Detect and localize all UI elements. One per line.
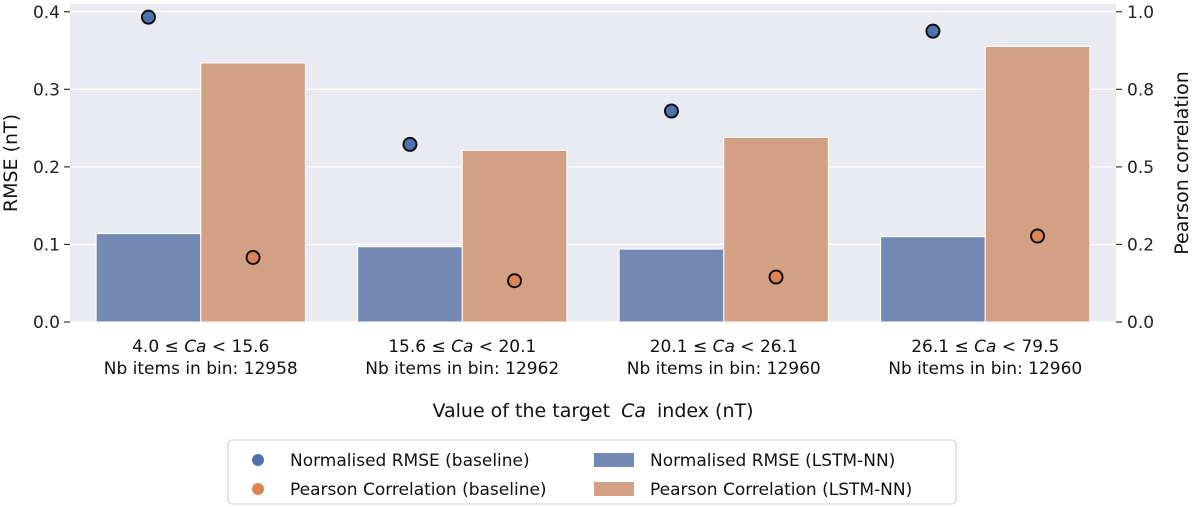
bar-rmse-lstm [357,246,463,323]
point-rmse-baseline [402,136,418,152]
bar-pearson-lstm [723,136,829,323]
point-pearson-baseline [507,273,523,289]
legend-dot-marker [252,454,264,466]
category-range-label: 15.6 ≤ Ca < 20.1 [388,337,536,357]
x-axis-title-symbol: Ca [621,400,646,422]
x-axis-title-suffix: index (nT) [657,400,754,422]
point-rmse-baseline [925,23,941,39]
bar-rmse-lstm [880,236,986,323]
bar-rmse-lstm [95,233,202,323]
left-tick-label: 0.4 [33,3,60,23]
x-axis-title-prefix: Value of the target [432,400,610,422]
bar-pearson-lstm [200,62,306,323]
left-tick-label: 0.2 [33,158,60,178]
x-axis-title: Value of the target Ca index (nT) [432,400,753,422]
right-tick-label: 0.0 [1127,313,1154,333]
right-tick-label: 1.0 [1127,3,1154,23]
category-labels: 4.0 ≤ Ca < 15.6Nb items in bin: 12958 15.… [104,337,1082,379]
point-rmse-baseline [140,9,156,25]
category-count-label: Nb items in bin: 12960 [627,359,821,379]
category-range-label: 26.1 ≤ Ca < 79.5 [911,337,1059,357]
left-tick-label: 0.1 [33,235,60,255]
point-pearson-baseline [1030,228,1046,244]
legend-label: Pearson Correlation (LSTM-NN) [650,480,912,500]
legend-bar-swatch [594,482,634,496]
legend-dot-marker [252,483,264,495]
y-axis-left-title: RMSE (nT) [0,114,22,212]
left-tick-label: 0.0 [33,313,60,333]
legend: Normalised RMSE (baseline) Normalised RMS… [227,439,957,505]
bar-pearson-lstm [461,149,568,323]
left-tick-label: 0.3 [33,80,60,100]
category-count-label: Nb items in bin: 12958 [104,359,298,379]
point-pearson-baseline [768,269,784,285]
y-axis-right-title: Pearson correlation [1171,71,1193,254]
legend-frame [227,439,957,505]
right-tick-label: 0.5 [1127,158,1154,178]
bar-rmse-lstm [618,248,725,323]
bars [95,46,1091,323]
legend-label: Pearson Correlation (baseline) [290,480,547,500]
legend-label: Normalised RMSE (LSTM-NN) [650,451,895,471]
right-tick-label: 0.8 [1127,80,1154,100]
points [140,9,1046,289]
point-pearson-baseline [245,249,261,265]
legend-bar-swatch [594,453,634,467]
point-rmse-baseline [663,103,679,119]
category-count-label: Nb items in bin: 12962 [365,359,559,379]
category-count-label: Nb items in bin: 12960 [888,359,1082,379]
category-range-label: 4.0 ≤ Ca < 15.6 [132,337,269,357]
legend-label: Normalised RMSE (baseline) [290,451,530,471]
left-y-ticks: 0.0 0.1 0.2 0.3 0.4 [33,3,70,333]
category-range-label: 20.1 ≤ Ca < 26.1 [650,337,798,357]
bar-pearson-lstm [984,46,1091,323]
right-tick-label: 0.2 [1127,235,1154,255]
right-y-ticks: 0.0 0.2 0.5 0.8 1.0 [1116,3,1154,333]
